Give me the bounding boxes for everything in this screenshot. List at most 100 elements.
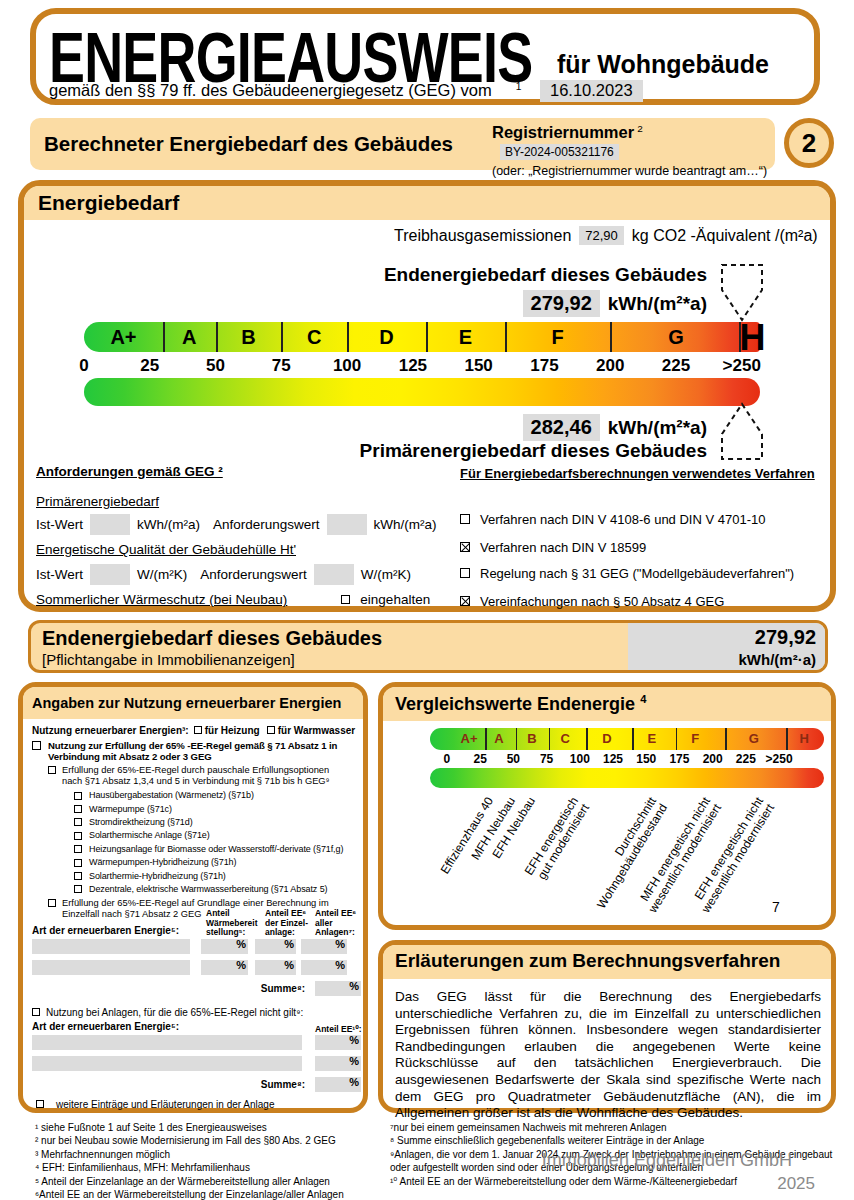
energy-scale-lower-band bbox=[84, 378, 760, 406]
energy-type-field[interactable] bbox=[32, 939, 190, 954]
huelle-ist-row: Ist-Wert W/(m²K) Anforderungswert W/(m²K… bbox=[36, 564, 411, 585]
renew-table2: Art der erneuerbaren Energie⁵: Anteil EE… bbox=[32, 1021, 358, 1093]
renewables-box: Angaben zur Nutzung erneuerbarer Energie… bbox=[18, 682, 368, 1113]
renew-options: Hausübergabestation (Wärmenetz) (§71b) W… bbox=[74, 789, 358, 896]
endband: Endenergiebedarf dieses Gebäudes [Pflich… bbox=[28, 620, 828, 673]
renew-table1: Anteil Wärmebereit stellung⁵: Anteil EE⁶… bbox=[32, 909, 358, 1001]
huelle-ist-field[interactable] bbox=[90, 564, 130, 585]
footnote: ⁸ Summe einschließlich gegebenenfalls we… bbox=[390, 1134, 852, 1147]
energy-type-field[interactable] bbox=[32, 1035, 302, 1050]
compare-header: Vergleichswerte Endenergie 4 bbox=[383, 687, 831, 721]
footnote: ⁵ Anteil der Einzelanlage an der Wärmebe… bbox=[35, 1175, 380, 1188]
warmwasser-checkbox[interactable] bbox=[267, 726, 275, 734]
weitere-checkbox[interactable] bbox=[36, 1100, 44, 1108]
renew-option: Stromdirektheizung (§71d) bbox=[74, 816, 358, 829]
method-checkbox[interactable] bbox=[460, 596, 470, 606]
pct-field[interactable]: % bbox=[255, 939, 296, 954]
pct-field[interactable]: % bbox=[255, 960, 296, 975]
pauschal-row: Erfüllung der 65%-EE-Regel durch pauscha… bbox=[48, 765, 358, 787]
pct-sum-field: % bbox=[315, 981, 361, 996]
prim-demand-value-row: 282,46 kWh/(m²*a) bbox=[24, 414, 707, 441]
huelle-req-field[interactable] bbox=[314, 564, 354, 585]
pct-field[interactable]: % bbox=[301, 939, 347, 954]
energy-type-field[interactable] bbox=[32, 960, 190, 975]
prim-req-field[interactable] bbox=[327, 514, 367, 535]
method-row: Regelung nach § 31 GEG ("Modellgebäudeve… bbox=[460, 566, 794, 581]
endband-title: Endenergiebedarf dieses Gebäudes bbox=[42, 627, 382, 650]
eingehalten-checkbox[interactable] bbox=[341, 595, 350, 604]
method-checkbox[interactable] bbox=[460, 542, 470, 552]
weitere-row: weitere Einträge und Erläuterungen in de… bbox=[36, 1098, 358, 1110]
energiebedarf-box: Energiebedarf Treibhausgasemissionen 72,… bbox=[18, 180, 836, 612]
option-checkbox[interactable] bbox=[74, 859, 82, 867]
rule65-row: Nutzung zur Erfüllung der 65% -EE-Regel … bbox=[32, 740, 358, 762]
method-checkbox[interactable] bbox=[460, 568, 470, 578]
einzelfall-checkbox[interactable] bbox=[48, 899, 56, 907]
footnote: ⁶Anteil EE an der Wärmebereitstellung de… bbox=[35, 1188, 380, 1200]
option-checkbox[interactable] bbox=[74, 832, 82, 840]
option-checkbox[interactable] bbox=[74, 872, 82, 880]
rule65-checkbox[interactable] bbox=[32, 741, 41, 750]
method-row: Verfahren nach DIN V 18599 bbox=[460, 540, 646, 555]
endband-subtitle: [Pflichtangabe in Immobilienanzeigen] bbox=[42, 651, 295, 668]
explain-header: Erläuterungen zum Berechnungsverfahren bbox=[383, 945, 831, 979]
nichtgilt-checkbox[interactable] bbox=[32, 1008, 40, 1016]
method-checkbox[interactable] bbox=[460, 514, 470, 524]
heizung-checkbox[interactable] bbox=[194, 726, 202, 734]
ghg-row: Treibhausgasemissionen 72,90 kg CO2 -Äqu… bbox=[394, 226, 818, 245]
page-number-badge: 2 bbox=[784, 118, 834, 168]
law-line: gemäß den §§ 79 ff. des Gebäudeenergiege… bbox=[49, 80, 643, 102]
pauschal-checkbox[interactable] bbox=[48, 766, 56, 774]
option-checkbox[interactable] bbox=[74, 845, 82, 853]
energy-type-field[interactable] bbox=[32, 1056, 302, 1071]
pct-sum-field: % bbox=[315, 1077, 361, 1092]
house-down-icon bbox=[718, 262, 766, 324]
prim-demand-value: 282,46 bbox=[523, 414, 600, 441]
energy-scale-ticks: 0 25 50 75 100 125 150 175 200 225 >250 bbox=[84, 356, 760, 376]
endband-value-box: 279,92 kWh/(m²·a) bbox=[628, 623, 825, 670]
method-row: Verfahren nach DIN V 4108-6 und DIN V 47… bbox=[460, 512, 765, 527]
energieausweis-page: ENERGIEAUSWEIS für Wohngebäude gemäß den… bbox=[0, 0, 854, 1200]
registration-number-field: BY-2024-005321176 bbox=[500, 144, 619, 160]
renew-option: Hausübergabestation (Wärmenetz) (§71b) bbox=[74, 789, 358, 802]
title-box: ENERGIEAUSWEIS für Wohngebäude gemäß den… bbox=[30, 8, 820, 105]
end-demand-value-row: 279,92 kWh/(m²*a) bbox=[24, 290, 707, 317]
compare-ref: 7 bbox=[772, 899, 780, 915]
footnote: ⁴ EFH: Einfamilienhaus, MFH: Mehrfamilie… bbox=[35, 1161, 380, 1174]
energy-scale: A+ A B C D E F G H bbox=[84, 322, 760, 352]
renew-option: Wärmepumpen-Hybridheizung (§71h) bbox=[74, 856, 358, 869]
huelle-label: Energetische Qualität der Gebäudehülle H… bbox=[36, 542, 296, 557]
section-title: Berechneter Energiebedarf des Gebäudes bbox=[44, 132, 453, 156]
explain-body: Das GEG lässt für die Berechnung des Ene… bbox=[395, 989, 821, 1122]
option-checkbox[interactable] bbox=[74, 792, 82, 800]
pct-field[interactable]: % bbox=[201, 939, 248, 954]
explain-box: Erläuterungen zum Berechnungsverfahren D… bbox=[378, 940, 836, 1113]
pct-field[interactable]: % bbox=[315, 1035, 361, 1050]
option-checkbox[interactable] bbox=[74, 885, 82, 893]
renew-option: Solarthermische Anlage (§71e) bbox=[74, 829, 358, 842]
footnote: ² nur bei Neubau sowie Modernisierung im… bbox=[35, 1134, 380, 1147]
watermark-year: 2025 bbox=[440, 1174, 815, 1194]
method-row: Vereinfachungen nach § 50 Absatz 4 GEG bbox=[460, 594, 724, 609]
renew-option: Heizungsanlage für Biomasse oder Wassers… bbox=[74, 843, 358, 856]
house-up-icon bbox=[718, 400, 766, 462]
footnotes-left: ¹ siehe Fußnote 1 auf Seite 1 des Energi… bbox=[35, 1121, 380, 1200]
renewables-header: Angaben zur Nutzung erneuerbarer Energie… bbox=[23, 687, 363, 719]
verf-title: Für Energiebedarfsberechnungen verwendet… bbox=[460, 466, 815, 481]
compare-scale-lower-band bbox=[430, 768, 824, 788]
pct-field[interactable]: % bbox=[301, 960, 347, 975]
energiebedarf-header: Energiebedarf bbox=[24, 186, 830, 220]
option-checkbox[interactable] bbox=[74, 818, 82, 826]
pct-field[interactable]: % bbox=[315, 1056, 361, 1071]
prim-ist-field[interactable] bbox=[90, 514, 130, 535]
option-checkbox[interactable] bbox=[74, 805, 82, 813]
renew-option: Wärmepumpe (§71c) bbox=[74, 802, 358, 815]
page-title-suffix: für Wohngebäude bbox=[557, 50, 769, 79]
pct-field[interactable]: % bbox=[201, 960, 248, 975]
end-demand-label: Endenergiebedarf dieses Gebäudes bbox=[24, 264, 707, 286]
prim-ist-row: Ist-Wert kWh/(m²a) Anforderungswert kWh/… bbox=[36, 514, 437, 535]
sommer-row: Sommerlicher Wärmeschutz (bei Neubau) ei… bbox=[36, 592, 430, 607]
section-band: Berechneter Energiebedarf des Gebäudes R… bbox=[30, 118, 775, 170]
compare-box: Vergleichswerte Endenergie 4 A+ A B C D … bbox=[378, 682, 836, 930]
footnote: ³ Mehrfachnennungen möglich bbox=[35, 1148, 380, 1161]
